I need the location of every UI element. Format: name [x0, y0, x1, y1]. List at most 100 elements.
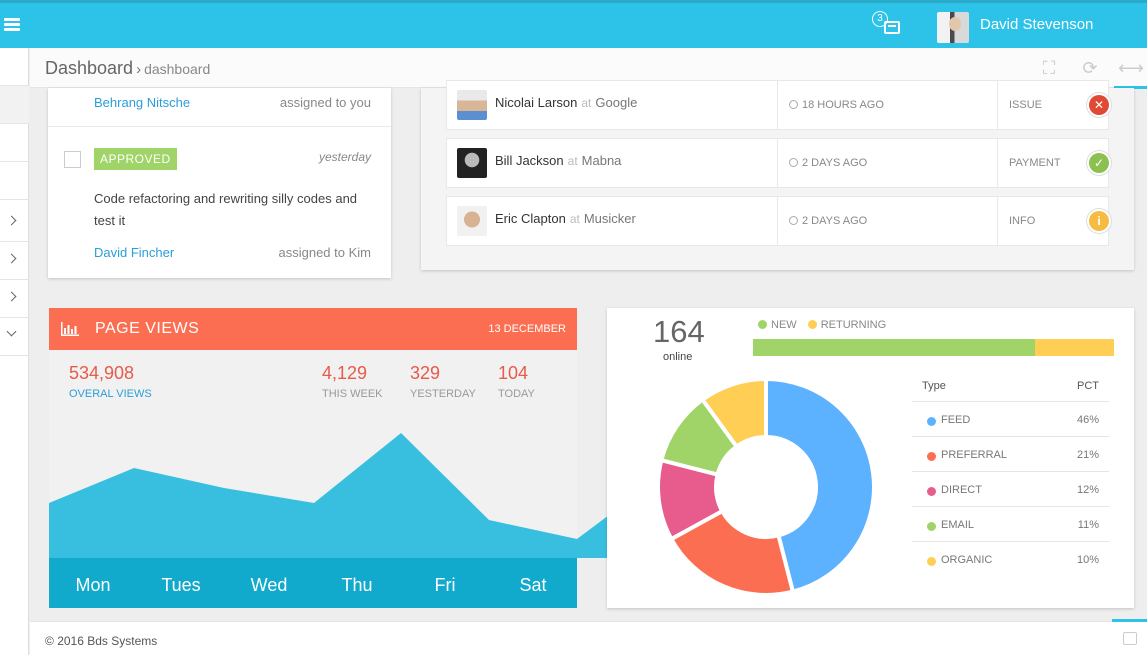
source-color-dot [927, 452, 936, 461]
time-text: 18 HOURS AGO [802, 99, 884, 111]
stat-label: YESTERDAY [410, 388, 476, 400]
collapse-button[interactable]: ⟷ [1114, 58, 1147, 89]
stat-label: OVERAL VIEWS [69, 388, 152, 400]
page-views-title: PAGE VIEWS [95, 320, 200, 337]
visitor-legend: NEW RETURNING [758, 319, 894, 331]
menu-toggle-icon[interactable] [4, 18, 20, 32]
breadcrumb-current: dashboard [144, 61, 211, 77]
new-vs-returning-bar [753, 339, 1114, 356]
donut-slice-feed [764, 377, 876, 595]
x-icon[interactable]: ✕ [1089, 95, 1109, 115]
page-views-area-chart [49, 433, 609, 558]
info-icon[interactable]: i [1089, 211, 1109, 231]
fullscreen-icon: ⛶ [1042, 58, 1056, 78]
source-pct: 11% [1077, 519, 1099, 531]
day-label: Thu [341, 575, 373, 595]
sidebar-lower [0, 545, 29, 655]
today-stat: 104 TODAY [498, 363, 535, 400]
activity-type: INFO [997, 197, 1109, 245]
sidebar-item[interactable] [0, 124, 29, 162]
time-text: 2 DAYS AGO [802, 157, 868, 169]
clock-icon [789, 158, 798, 167]
source-name: DIRECT [941, 484, 982, 496]
activity-row[interactable]: Nicolai Larson at Google 18 HOURS AGO ISSU… [446, 80, 1109, 130]
task-assignment: assigned to you [279, 95, 371, 110]
activity-row[interactable]: Eric Clapton at Musicker 2 DAYS AGO INFO i [446, 196, 1109, 246]
page-views-days: Mon Tues Wed Thu Fri Sat [49, 558, 577, 608]
day-label: Tues [161, 575, 201, 595]
online-count: 164 [653, 314, 705, 349]
source-name: ORGANIC [941, 554, 993, 566]
chevron-right-icon [6, 253, 17, 264]
check-icon[interactable]: ✓ [1089, 153, 1109, 173]
sidebar-item-active[interactable] [0, 86, 29, 124]
notifications-button[interactable]: 3 [870, 11, 902, 39]
source-color-dot [927, 557, 936, 566]
stat-label: TODAY [498, 388, 535, 400]
footer-copyright: © 2016 Bds Systems [45, 634, 157, 648]
table-row: ORGANIC 10% [912, 542, 1109, 577]
time-text: 2 DAYS AGO [802, 215, 868, 227]
task-person-link[interactable]: David Fincher [94, 245, 175, 260]
sidebar-item[interactable] [0, 318, 29, 356]
activity-widget: Nicolai Larson at Google 18 HOURS AGO ISSU… [421, 80, 1134, 270]
breadcrumb-separator: › [136, 61, 142, 78]
task-person-link[interactable]: Behrang Nitsche [94, 95, 191, 110]
refresh-icon: ⟳ [1082, 58, 1098, 78]
notification-count-badge: 3 [872, 11, 888, 27]
user-avatar[interactable] [937, 12, 969, 43]
copyright-text: 2016 Bds Systems [57, 634, 158, 648]
stat-label: THIS WEEK [322, 388, 383, 400]
company-name: Musicker [583, 211, 636, 226]
person-name[interactable]: Eric Clapton [495, 211, 566, 226]
activity-time: 2 DAYS AGO [777, 139, 997, 187]
external-link-icon[interactable] [1123, 632, 1137, 645]
activity-time: 2 DAYS AGO [777, 197, 997, 245]
page-views-area [49, 433, 609, 558]
copyright-icon: © [45, 634, 54, 648]
task-time: yesterday [318, 150, 371, 164]
stat-value: 4,129 [322, 363, 368, 383]
activity-row[interactable]: Bill Jackson at Mabna 2 DAYS AGO PAYMENT ✓ [446, 138, 1109, 188]
sidebar-item[interactable] [0, 162, 29, 200]
traffic-sources-table: Type PCT FEED 46% PREFERRAL 21% DIRECT 12% … [912, 376, 1109, 577]
at-label: at [581, 96, 592, 110]
donut-slice-preferral [668, 508, 796, 597]
sidebar-item[interactable] [0, 48, 29, 86]
donut-slice-organic [699, 377, 768, 450]
source-color-dot [927, 522, 936, 531]
day-label: Fri [434, 575, 456, 595]
sidebar-item[interactable] [0, 204, 29, 242]
top-navbar: 3 David Stevenson [0, 0, 1147, 48]
inbox-icon [884, 21, 900, 34]
at-label: at [567, 154, 578, 168]
sidebar-item[interactable] [0, 242, 29, 280]
table-row: FEED 46% [912, 402, 1109, 437]
person-name[interactable]: Bill Jackson [495, 153, 564, 168]
table-row: EMAIL 11% [912, 507, 1109, 542]
page-title[interactable]: Dashboard [45, 58, 134, 78]
day-label: Mon [75, 575, 111, 595]
person-name[interactable]: Nicolai Larson [495, 95, 578, 110]
user-name[interactable]: David Stevenson [980, 16, 1094, 33]
source-color-dot [927, 487, 936, 496]
company-name: Google [595, 95, 638, 110]
sidebar-item[interactable] [0, 280, 29, 318]
company-name: Mabna [581, 153, 622, 168]
avatar [457, 90, 487, 120]
task-assignment: assigned to Kim [278, 245, 372, 260]
breadcrumb: Dashboard › dashboard [45, 58, 210, 79]
task-checkbox[interactable] [64, 151, 81, 168]
source-color-dot [927, 417, 936, 426]
yesterday-stat: 329 YESTERDAY [410, 363, 476, 400]
page-views-date: 13 DECEMBER [488, 323, 566, 335]
clock-icon [789, 100, 798, 109]
clock-icon [789, 216, 798, 225]
source-name: FEED [941, 414, 971, 426]
stat-value: 534,908 [69, 363, 135, 383]
legend-dot [807, 320, 817, 329]
overall-views-stat: 534,908 OVERAL VIEWS [69, 363, 152, 400]
task-divider [48, 126, 391, 127]
new-visitors-fill [753, 339, 1035, 356]
avatar [457, 206, 487, 236]
